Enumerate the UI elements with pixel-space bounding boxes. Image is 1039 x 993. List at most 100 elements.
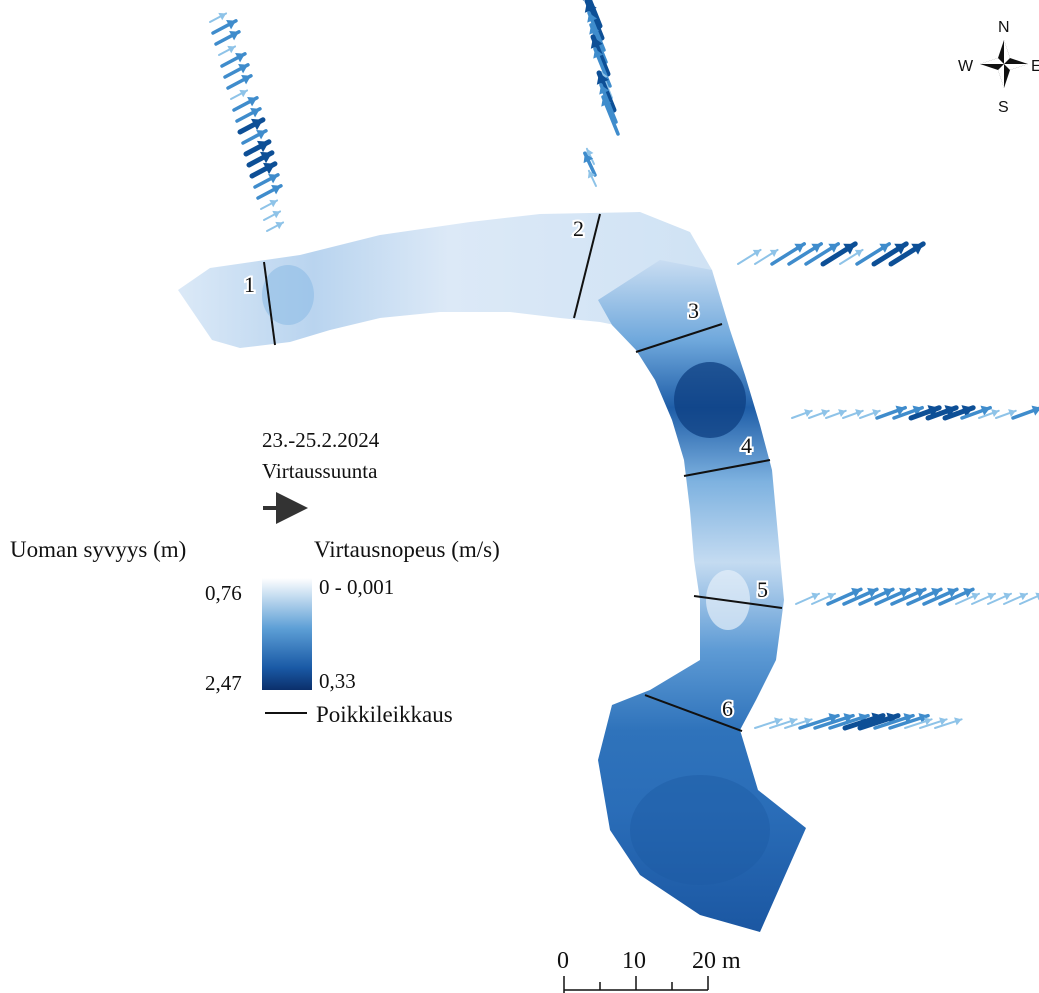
flow-arrow-head-icon [961,405,974,418]
flow-arrow-head-icon [811,243,822,253]
flow-arrow-head-icon [871,712,884,725]
flow-arrow-head-icon [872,409,880,417]
flow-arrow-head-icon [769,249,778,257]
cross-section-label-3: 3 [688,298,699,323]
cross-section-label-6: 6 [722,696,733,721]
flow-arrow-head-icon [828,713,839,724]
flow-arrow-head-icon [811,592,820,601]
legend-velocity-min: 0 - 0,001 [319,575,394,599]
cross-section-label-4: 4 [741,433,752,458]
flow-arrow-head-icon [599,84,610,95]
flow-arrow-head-icon [584,0,597,13]
scale-bar-line [563,976,709,993]
compass-west: W [958,58,974,75]
flow-arrow-head-icon [752,249,761,257]
flow-arrow-head-icon [1035,592,1039,601]
flow-arrow-head-icon [903,713,914,724]
flow-arrow-head-icon [894,243,907,255]
cross-section-line-4 [683,459,771,477]
flow-arrow-head-icon [821,409,829,417]
cross-section-label-1: 1 [244,272,255,297]
flow-arrow-head-icon [593,48,604,59]
flow-arrow-head-icon [250,108,260,118]
flow-arrow-head-icon [582,0,585,1]
flow-arrow-head-icon [601,96,612,107]
flow-arrow-head-icon [238,64,248,74]
flow-arrow-head-icon [241,75,251,85]
flow-arrow-head-icon [867,587,877,598]
flow-arrow-head-icon [1008,409,1016,417]
flow-arrow-head-icon [789,717,797,726]
flow-arrow-head-icon [963,587,973,598]
scale-bar: 0 10 20 m [557,948,741,993]
flow-arrow-head-icon [587,170,596,179]
compass-east: E [1031,58,1039,75]
cross-section-line-2 [573,213,601,319]
river-bend-and-lower-reach [598,260,806,932]
legend-flow-direction-label: Virtaussuunta [262,459,378,483]
cross-section-label-5: 5 [757,577,768,602]
flow-arrow-head-icon [250,118,263,131]
flow-arrow-head-icon [918,713,929,724]
flow-arrow-head-icon [924,717,932,726]
flow-arrow-shaft [1019,594,1039,605]
legend-depth-max: 2,47 [205,671,242,695]
flow-arrow-head-icon [218,12,227,21]
cross-sections: 1 2 3 4 5 6 [242,213,783,732]
flow-arrow-head-icon [804,717,812,726]
flow-arrow-head-icon [883,587,893,598]
flow-arrow-head-icon [851,587,861,598]
flow-arrow-head-icon [895,405,906,416]
flow-arrow-head-icon [944,405,957,418]
flow-arrow-head-icon [828,243,839,253]
compass-star-icon [980,40,1028,88]
flow-arrow-head-icon [838,409,846,417]
flow-arrow-head-icon [587,12,598,23]
flow-arrow-head-icon [915,587,925,598]
flow-arrow-head-icon [879,243,890,253]
flow-arrow-head-icon [590,36,603,49]
compass-rose: N S W E [958,19,1039,116]
flow-arrow-head-icon [939,717,947,726]
flow-arrow-head-icon [1031,405,1039,416]
flow-arrow-head-icon [854,249,863,257]
flow-arrow-head-icon [804,409,812,417]
flow-arrow-head-icon [239,89,248,98]
flow-arrow-head-icon [227,45,236,54]
compass-south: S [998,99,1009,116]
legend-depth-title: Uoman syvyys (m) [10,537,186,562]
legend-velocity-title: Virtausnopeus (m/s) [314,537,500,562]
cross-section-label-2: 2 [573,216,584,241]
flow-arrow-head-icon [843,243,856,255]
flow-arrow-head-icon [259,151,272,164]
scale-tick-label-0: 0 [557,948,569,974]
mid-pool-upper [262,265,314,325]
flow-arrow-head-icon [229,31,239,41]
flow-arrow-head-icon [585,148,594,157]
flow-arrow-head-icon [583,153,594,164]
flow-arrow-head-icon [858,713,869,724]
flow-arrow-head-icon [843,713,854,724]
legend-cross-section-label: Poikkileikkaus [316,702,453,727]
deep-pool-lower [630,775,770,885]
flow-arrow-head-icon [855,409,863,417]
legend-color-ramp [262,578,312,690]
flow-arrow-head-icon [980,405,991,416]
flow-arrow-head-icon [991,409,999,417]
flow-arrow-head-icon [589,24,600,35]
flow-arrow-head-icon [931,587,941,598]
flow-arrows [209,0,1039,731]
flow-arrow-head-icon [247,97,257,107]
flow-arrow-head-icon [794,243,805,253]
flow-arrow-head-icon [899,587,909,598]
flow-arrow-head-icon [256,140,269,153]
cross-section-line-5 [693,595,783,609]
flow-arrow-head-icon [1019,592,1028,601]
flow-arrow-head-icon [235,53,245,63]
legend: 23.-25.2.2024 Virtaussuunta Uoman syvyys… [10,428,500,727]
deep-pool-upper [674,362,746,438]
cross-section-line-1 [263,261,276,346]
river-channel [178,212,806,932]
compass-star-highlight-icon [980,40,1028,88]
flow-arrow-head-icon [271,185,281,195]
